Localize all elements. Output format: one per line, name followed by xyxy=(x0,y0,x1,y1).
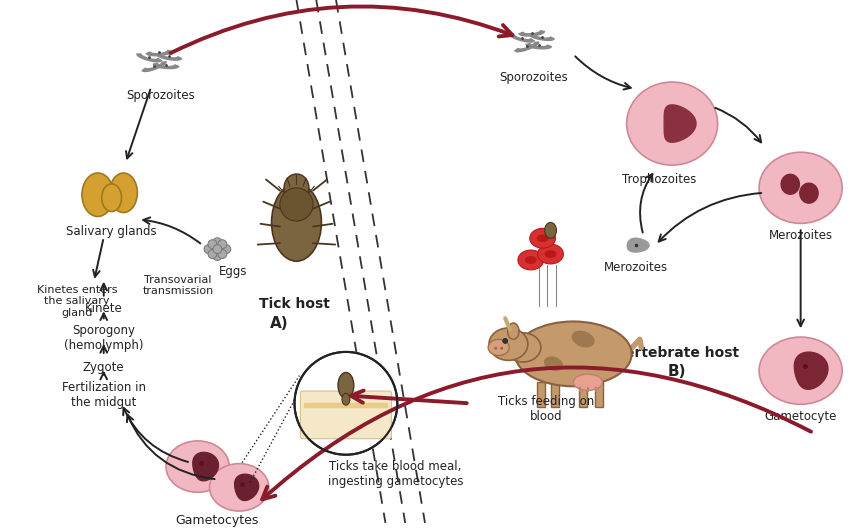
Text: Kinete: Kinete xyxy=(85,302,122,315)
Bar xyxy=(595,382,604,407)
Text: Tick host: Tick host xyxy=(259,297,330,311)
Ellipse shape xyxy=(488,339,509,355)
Polygon shape xyxy=(800,183,818,203)
Circle shape xyxy=(502,339,507,343)
Circle shape xyxy=(218,250,227,259)
Polygon shape xyxy=(142,62,166,71)
Polygon shape xyxy=(137,54,162,62)
Ellipse shape xyxy=(572,331,595,348)
Polygon shape xyxy=(146,50,172,56)
Ellipse shape xyxy=(518,250,544,270)
Circle shape xyxy=(213,238,222,247)
Text: Sporozoites: Sporozoites xyxy=(499,71,568,84)
Ellipse shape xyxy=(110,173,138,213)
Text: Ticks take blood meal,
ingesting gametocytes: Ticks take blood meal, ingesting gametoc… xyxy=(327,460,463,488)
Ellipse shape xyxy=(272,184,321,261)
Text: Sporozoites: Sporozoites xyxy=(127,89,196,102)
Text: A): A) xyxy=(270,316,289,331)
Text: Ticks feeding on
blood: Ticks feeding on blood xyxy=(498,395,595,423)
Ellipse shape xyxy=(626,82,717,165)
Bar xyxy=(579,382,587,407)
Text: Sporogony
(hemolymph): Sporogony (hemolymph) xyxy=(64,324,144,352)
Ellipse shape xyxy=(284,174,309,202)
Circle shape xyxy=(213,244,222,253)
Polygon shape xyxy=(156,53,181,60)
Polygon shape xyxy=(794,352,828,389)
Circle shape xyxy=(500,346,503,350)
Ellipse shape xyxy=(573,374,603,390)
Circle shape xyxy=(494,346,497,350)
Ellipse shape xyxy=(524,256,536,264)
Text: Gametocyte: Gametocyte xyxy=(764,410,837,423)
Text: Kinetes enters
the salivary
gland: Kinetes enters the salivary gland xyxy=(37,285,117,318)
Ellipse shape xyxy=(538,244,564,264)
Ellipse shape xyxy=(489,328,528,360)
Ellipse shape xyxy=(545,250,557,258)
FancyBboxPatch shape xyxy=(300,391,391,439)
Bar xyxy=(552,382,559,407)
Bar xyxy=(537,382,545,407)
Text: Fertilization in
the midgut: Fertilization in the midgut xyxy=(62,380,145,408)
Ellipse shape xyxy=(759,337,842,404)
Circle shape xyxy=(208,240,217,249)
Circle shape xyxy=(213,252,222,260)
Ellipse shape xyxy=(280,188,313,221)
Polygon shape xyxy=(510,34,534,42)
Circle shape xyxy=(208,250,217,259)
Text: Zygote: Zygote xyxy=(83,361,125,374)
Text: Trophozoites: Trophozoites xyxy=(622,173,696,186)
Circle shape xyxy=(218,240,227,249)
Polygon shape xyxy=(193,452,218,481)
Ellipse shape xyxy=(515,322,632,386)
Circle shape xyxy=(204,244,213,253)
Polygon shape xyxy=(664,105,696,142)
Text: Merozoites: Merozoites xyxy=(768,230,833,242)
Circle shape xyxy=(222,244,230,253)
Ellipse shape xyxy=(338,372,354,398)
Polygon shape xyxy=(627,238,649,252)
Ellipse shape xyxy=(166,441,230,492)
Ellipse shape xyxy=(209,463,269,511)
Ellipse shape xyxy=(759,152,842,223)
Ellipse shape xyxy=(505,333,541,362)
Ellipse shape xyxy=(102,184,122,212)
Polygon shape xyxy=(235,474,258,500)
Polygon shape xyxy=(519,31,544,36)
Polygon shape xyxy=(781,174,799,194)
Polygon shape xyxy=(526,43,552,49)
Text: Transovarial
transmission: Transovarial transmission xyxy=(142,275,213,296)
Polygon shape xyxy=(530,34,554,40)
Ellipse shape xyxy=(82,173,114,216)
Ellipse shape xyxy=(536,234,548,242)
Text: Gametocytes: Gametocytes xyxy=(176,514,259,527)
Ellipse shape xyxy=(545,222,557,238)
Circle shape xyxy=(294,352,397,455)
Text: Eggs: Eggs xyxy=(219,265,247,278)
Text: Vertebrate host: Vertebrate host xyxy=(615,346,740,360)
Polygon shape xyxy=(153,63,178,69)
Ellipse shape xyxy=(530,229,556,248)
Text: B): B) xyxy=(668,364,686,379)
Text: Salivary glands: Salivary glands xyxy=(66,225,157,239)
Ellipse shape xyxy=(544,357,563,371)
Text: Merozoites: Merozoites xyxy=(604,261,667,274)
Polygon shape xyxy=(515,42,539,52)
Polygon shape xyxy=(507,323,519,339)
Ellipse shape xyxy=(342,393,350,405)
